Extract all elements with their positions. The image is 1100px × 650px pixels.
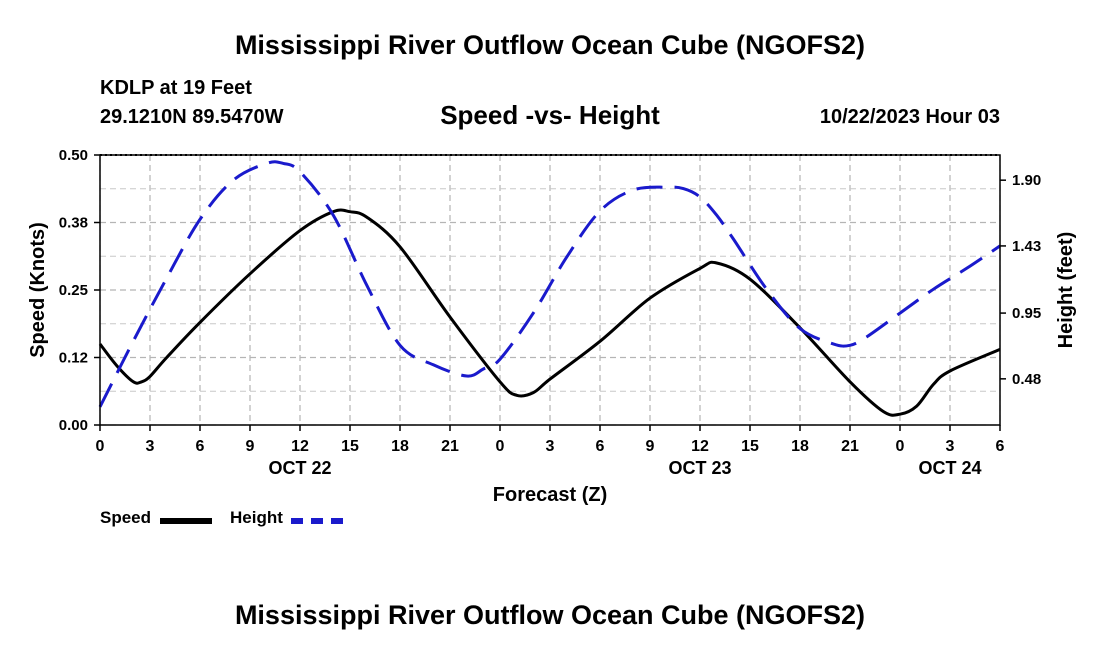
- footer-title: Mississippi River Outflow Ocean Cube (NG…: [234, 600, 866, 630]
- y2-tick-label: 1.43: [1012, 238, 1041, 255]
- date-label: OCT 23: [668, 458, 731, 478]
- x-tick-label: 12: [691, 438, 709, 455]
- x-tick-label: 6: [996, 438, 1005, 455]
- y-tick-label: 0.38: [59, 215, 88, 232]
- x-tick-label: 3: [146, 438, 155, 455]
- x-tick-label: 15: [341, 438, 359, 455]
- station-label: KDLP at 19 Feet: [100, 77, 252, 99]
- x-tick-label: 3: [946, 438, 955, 455]
- x-tick-label: 21: [441, 438, 459, 455]
- grid: [99, 154, 1001, 426]
- legend-height-label: Height: [230, 508, 283, 527]
- x-tick-label: 15: [741, 438, 759, 455]
- x-tick-label: 12: [291, 438, 309, 455]
- legend-speed-label: Speed: [100, 508, 152, 527]
- x-tick-label: 18: [791, 438, 809, 455]
- y2-tick-label: 0.95: [1012, 305, 1041, 322]
- x-tick-label: 0: [496, 438, 505, 455]
- legend-speed-swatch: [160, 518, 212, 524]
- coordinates-label: 29.1210N 89.5470W: [100, 106, 284, 128]
- date-label: OCT 24: [918, 458, 981, 478]
- y2-tick-label: 0.48: [1012, 371, 1041, 388]
- x-tick-label: 0: [96, 438, 105, 455]
- legend-height-swatch: [291, 518, 343, 524]
- x-tick-label: 21: [841, 438, 859, 455]
- x-tick-label: 0: [896, 438, 905, 455]
- y2-axis-label: Height (feet): [1055, 232, 1077, 349]
- height-series-line: [98, 160, 1001, 408]
- y-tick-label: 0.00: [59, 417, 88, 434]
- y-tick-label: 0.50: [59, 147, 88, 164]
- x-axis-label: Forecast (Z): [493, 484, 607, 506]
- chart-title: Mississippi River Outflow Ocean Cube (NG…: [234, 30, 866, 60]
- y-axis-label: Speed (Knots): [27, 222, 49, 358]
- date-label: OCT 22: [268, 458, 331, 478]
- y-tick-label: 0.25: [59, 282, 88, 299]
- chart-subtitle: Speed -vs- Height: [440, 100, 660, 130]
- x-tick-label: 9: [246, 438, 255, 455]
- x-tick-label: 3: [546, 438, 555, 455]
- speed-height-chart: 0 3 6 9 12 15 18 21 0 3 6 9 12 15 18 21 0 3 6 OCT 22 OCT 23 O…: [27, 147, 1077, 506]
- y-tick-label: 0.12: [59, 350, 88, 367]
- y2-tick-label: 1.90: [1012, 172, 1041, 189]
- series-layer: [98, 160, 1001, 417]
- speed-series-line: [98, 208, 1001, 417]
- axes: 0 3 6 9 12 15 18 21 0 3 6 9 12 15 18 21 0 3 6 OCT 22 OCT 23 O…: [59, 147, 1041, 478]
- x-tick-label: 9: [646, 438, 655, 455]
- x-tick-label: 6: [596, 438, 605, 455]
- x-tick-label: 6: [196, 438, 205, 455]
- x-tick-label: 18: [391, 438, 409, 455]
- datetime-label: 10/22/2023 Hour 03: [819, 106, 1000, 128]
